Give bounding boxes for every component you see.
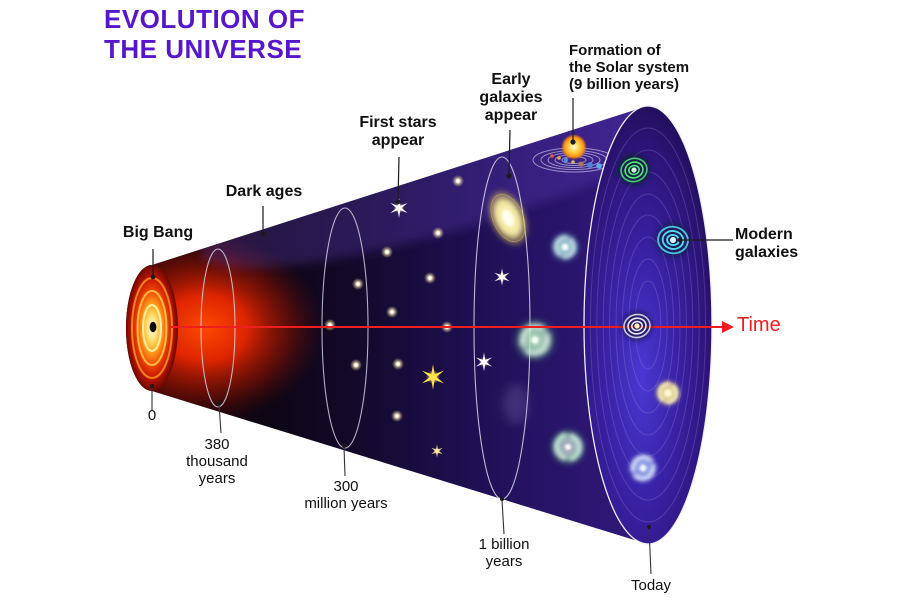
starburst-first-star — [389, 198, 409, 218]
star — [324, 319, 336, 331]
star — [424, 272, 436, 284]
galaxy-modern-whitegold — [621, 311, 653, 341]
tick-line-text: 300 — [333, 478, 359, 495]
tick-1b — [501, 499, 505, 535]
label-line: the Solar system — [569, 59, 690, 76]
galaxy-faint-blob — [503, 384, 529, 424]
title-line-2: THE UNIVERSE — [104, 34, 303, 64]
star — [350, 359, 362, 371]
tick-label-today: Today — [630, 577, 672, 594]
label-line: Modern — [735, 226, 793, 243]
star — [386, 306, 398, 318]
tick-line-text: million years — [304, 495, 388, 512]
label-time-axis: Time — [737, 314, 781, 336]
label-first-stars: First stars appear — [348, 114, 448, 150]
tick-line-text: thousand — [186, 453, 248, 470]
tick-300m — [343, 446, 346, 477]
galaxy-green-purple-swirl — [548, 427, 588, 467]
starburst — [430, 444, 444, 458]
tick-label-380k: 380 thousand years — [176, 436, 258, 487]
label-line: First stars — [359, 114, 437, 131]
star — [352, 278, 364, 290]
label-solar-system: Formation of the Solar system (9 billion… — [569, 42, 714, 93]
label-line: galaxies — [479, 89, 543, 106]
tick-label-300m: 300 million years — [286, 478, 406, 512]
time-axis-arrowhead — [722, 321, 734, 333]
pointer-lines — [152, 98, 733, 276]
sun — [561, 134, 587, 160]
star — [432, 227, 444, 239]
galaxy-modern-blue — [620, 445, 665, 490]
cone-top-sheen — [201, 107, 702, 268]
label-dark-ages: Dark ages — [225, 183, 303, 200]
star — [452, 175, 464, 187]
tick-lines — [151, 386, 652, 575]
galaxy-modern-yellow — [655, 380, 681, 406]
pointer-first-stars — [397, 156, 400, 202]
label-line: galaxies — [735, 244, 799, 261]
galaxy-modern-green — [617, 154, 651, 186]
label-big-bang: Big Bang — [122, 224, 194, 241]
tick-today — [648, 527, 652, 575]
solar-system — [532, 134, 616, 173]
page-title: EVOLUTION OF THE UNIVERSE — [104, 4, 305, 64]
label-line: Early — [491, 71, 531, 88]
label-line: (9 billion years) — [569, 76, 680, 93]
tick-dots — [150, 384, 651, 529]
big-bang-singularity — [149, 321, 157, 333]
tick-line-text: years — [485, 553, 523, 570]
tick-label-1b: 1 billion years — [454, 536, 554, 570]
starburst — [420, 364, 446, 390]
label-line: appear — [371, 132, 425, 149]
starburst — [493, 268, 511, 286]
tick-380k — [218, 403, 222, 434]
pointer-early-galaxies — [508, 129, 511, 175]
label-line: Formation of — [569, 42, 661, 59]
galaxy-teal-swirl — [549, 231, 581, 263]
tick-line-text: 380 — [204, 436, 230, 453]
tick-line-text: years — [198, 470, 236, 487]
star — [391, 410, 403, 422]
star — [381, 246, 393, 258]
star — [392, 358, 404, 370]
tick-line-text: 1 billion — [478, 536, 530, 553]
starburst — [475, 352, 493, 372]
label-line: appear — [484, 107, 538, 124]
galaxy-green-swirl — [511, 316, 559, 364]
tick-label-0: 0 — [147, 407, 157, 424]
title-line-1: EVOLUTION OF — [104, 4, 305, 34]
label-modern-galaxies: Modern galaxies — [735, 226, 825, 262]
galaxy-modern-cyan — [655, 222, 691, 258]
label-early-galaxies: Early galaxies appear — [461, 71, 561, 125]
pointer-dots — [150, 139, 683, 280]
galaxy-early-yellow — [486, 188, 530, 248]
